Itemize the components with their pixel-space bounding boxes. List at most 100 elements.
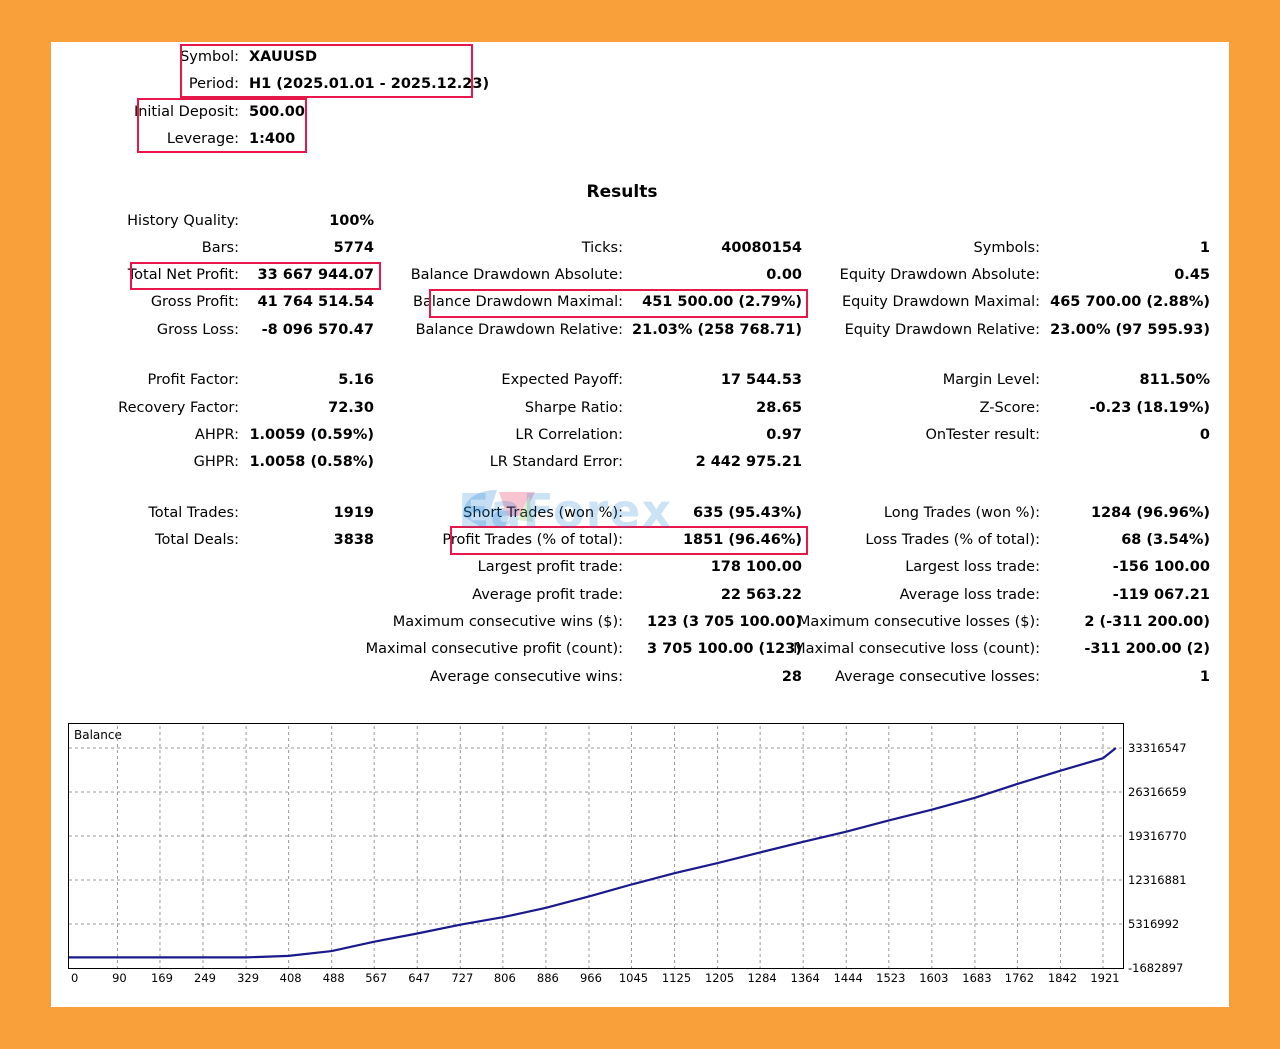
symbol-period-highlight (180, 44, 473, 98)
max-consecutive-losses-label: Maximum consecutive losses ($): (797, 614, 1040, 630)
average-profit-trade-value: 22 563.22 (720, 587, 802, 603)
symbols-value: 1 (1199, 240, 1210, 256)
history-quality-value: 100% (329, 213, 374, 229)
leverage-label: Leverage: (166, 131, 239, 147)
x-tick-label: 1762 (1005, 971, 1034, 985)
symbol-value: XAUUSD (249, 49, 317, 65)
x-tick-label: 1125 (662, 971, 691, 985)
loss-trades-value: 68 (3.54%) (1121, 532, 1210, 548)
largest-profit-trade-value: 178 100.00 (710, 559, 802, 575)
balance-series-line (69, 747, 1117, 959)
ticks-label: Ticks: (581, 240, 623, 256)
total-trades-value: 1919 (333, 505, 374, 521)
loss-trades-label: Loss Trades (% of total): (865, 532, 1040, 548)
x-tick-label: 1842 (1048, 971, 1077, 985)
x-tick-label: 1444 (834, 971, 863, 985)
gross-profit-value: 41 764 514.54 (257, 294, 375, 310)
long-trades-value: 1284 (96.96%) (1090, 505, 1210, 521)
recovery-factor-label: Recovery Factor: (118, 400, 239, 416)
ghpr-value: 1.0058 (0.58%) (249, 454, 374, 470)
symbols-label: Symbols: (973, 240, 1040, 256)
x-tick-label: 806 (494, 971, 516, 985)
chart-title: Balance (74, 728, 122, 742)
short-trades-value: 635 (95.43%) (693, 505, 802, 521)
x-tick-label: 329 (237, 971, 259, 985)
leverage-value: 1:400 (249, 131, 296, 147)
largest-loss-trade-value: -156 100.00 (1112, 559, 1210, 575)
balance-drawdown-relative-value: 21.03% (258 768.71) (632, 322, 802, 338)
lr-standard-error-label: LR Standard Error: (489, 454, 623, 470)
max-consecutive-losses-value: 2 (-311 200.00) (1084, 614, 1210, 630)
y-tick-label: -1682897 (1128, 961, 1183, 975)
period-label: Period: (188, 76, 239, 92)
y-tick-label: 33316547 (1128, 741, 1187, 755)
watermark-text: EaForex (458, 484, 673, 538)
maximal-consecutive-loss-value: -311 200.00 (2) (1084, 641, 1210, 657)
x-tick-label: 90 (112, 971, 127, 985)
average-consecutive-wins-label: Average consecutive wins: (429, 669, 623, 685)
sharpe-ratio-value: 28.65 (756, 400, 802, 416)
expected-payoff-label: Expected Payoff: (501, 372, 623, 388)
maximal-consecutive-loss-label: Maximal consecutive loss (count): (793, 641, 1040, 657)
largest-loss-trade-label: Largest loss trade: (905, 559, 1040, 575)
profit-factor-label: Profit Factor: (147, 372, 239, 388)
average-loss-trade-value: -119 067.21 (1112, 587, 1210, 603)
profit-factor-value: 5.16 (338, 372, 374, 388)
x-tick-label: 1045 (619, 971, 648, 985)
maximal-consecutive-profit-value: 3 705 100.00 (123) (647, 641, 802, 657)
x-tick-label: 1205 (705, 971, 734, 985)
lr-correlation-value: 0.97 (766, 427, 802, 443)
equity-drawdown-relative-value: 23.00% (97 595.93) (1050, 322, 1210, 338)
y-tick-label: 5316992 (1128, 917, 1179, 931)
watermark-logo-icon (463, 490, 535, 526)
average-consecutive-losses-label: Average consecutive losses: (834, 669, 1040, 685)
short-trades-label: Short Trades (won %): (463, 505, 623, 521)
margin-level-value: 811.50% (1139, 372, 1210, 388)
long-trades-label: Long Trades (won %): (883, 505, 1040, 521)
ghpr-label: GHPR: (193, 454, 239, 470)
equity-drawdown-relative-label: Equity Drawdown Relative: (844, 322, 1040, 338)
y-tick-label: 26316659 (1128, 785, 1187, 799)
gross-loss-value: -8 096 570.47 (261, 322, 374, 338)
average-loss-trade-label: Average loss trade: (899, 587, 1040, 603)
x-tick-label: 408 (280, 971, 302, 985)
largest-profit-trade-label: Largest profit trade: (477, 559, 623, 575)
y-tick-label: 19316770 (1128, 829, 1187, 843)
max-consecutive-wins-value: 123 (3 705 100.00) (647, 614, 802, 630)
max-consecutive-wins-label: Maximum consecutive wins ($): (392, 614, 623, 630)
initial-deposit-label: Initial Deposit: (133, 104, 239, 120)
profit-trades-label: Profit Trades (% of total): (442, 532, 623, 548)
equity-drawdown-maximal-value: 465 700.00 (2.88%) (1050, 294, 1210, 310)
balance-drawdown-maximal-value: 451 500.00 (2.79%) (642, 294, 802, 310)
x-tick-label: 169 (151, 971, 173, 985)
initial-deposit-value: 500.00 (249, 104, 305, 120)
period-value: H1 (2025.01.01 - 2025.12.23) (249, 76, 490, 92)
gross-profit-label: Gross Profit: (150, 294, 239, 310)
z-score-label: Z-Score: (979, 400, 1040, 416)
ontester-result-value: 0 (1199, 427, 1210, 443)
x-tick-label: 1603 (919, 971, 948, 985)
average-consecutive-losses-value: 1 (1199, 669, 1210, 685)
equity-drawdown-absolute-value: 0.45 (1174, 267, 1210, 283)
margin-level-label: Margin Level: (942, 372, 1040, 388)
gross-loss-label: Gross Loss: (156, 322, 239, 338)
total-net-profit-value: 33 667 944.07 (257, 267, 375, 283)
expected-payoff-value: 17 544.53 (720, 372, 802, 388)
average-consecutive-wins-value: 28 (781, 669, 802, 685)
ontester-result-label: OnTester result: (925, 427, 1040, 443)
y-tick-label: 12316881 (1128, 873, 1187, 887)
balance-drawdown-absolute-value: 0.00 (766, 267, 802, 283)
balance-drawdown-relative-label: Balance Drawdown Relative: (415, 322, 623, 338)
x-tick-label: 727 (451, 971, 473, 985)
symbol-label: Symbol: (180, 49, 239, 65)
x-tick-label: 966 (580, 971, 602, 985)
total-net-profit-label: Total Net Profit: (127, 267, 239, 283)
balance-chart (68, 723, 1124, 969)
balance-drawdown-absolute-label: Balance Drawdown Absolute: (410, 267, 623, 283)
profit-trades-highlight (450, 526, 808, 555)
balance-drawdown-maximal-label: Balance Drawdown Maximal: (413, 294, 623, 310)
total-deals-label: Total Deals: (155, 532, 239, 548)
deposit-leverage-highlight (137, 98, 307, 153)
maximal-consecutive-profit-label: Maximal consecutive profit (count): (365, 641, 623, 657)
